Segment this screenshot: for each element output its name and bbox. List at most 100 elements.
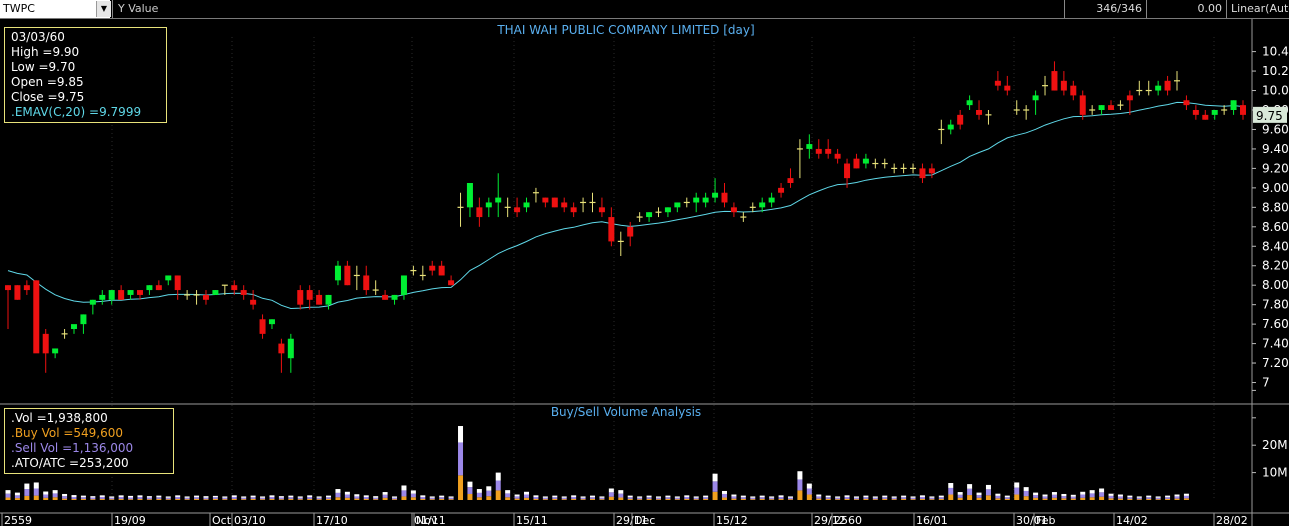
buy-volume-bar <box>33 495 39 500</box>
buy-volume-bar <box>99 498 105 500</box>
y-tick-label: 9.20 <box>1262 161 1289 175</box>
ato-volume-bar <box>24 483 30 490</box>
candle-body <box>542 197 549 203</box>
ato-volume-bar <box>552 495 558 498</box>
ato-volume-bar <box>363 495 369 497</box>
candle-body <box>1070 85 1077 96</box>
candle-body <box>721 192 728 203</box>
info-close: Close =9.75 <box>11 90 85 104</box>
buy-volume-bar <box>797 490 803 500</box>
ato-volume-bar <box>495 472 501 481</box>
buy-volume-bar <box>344 497 350 500</box>
ato-volume-bar <box>872 496 878 498</box>
buy-volume-bar <box>929 499 935 500</box>
ato-volume-bar <box>109 496 115 498</box>
buy-volume-bar <box>1136 499 1142 500</box>
sell-volume-bar <box>599 497 605 500</box>
buy-volume-bar <box>62 498 68 500</box>
sell-volume-bar <box>52 493 58 498</box>
x-tick-label: 30/01 <box>1016 514 1048 526</box>
x-tick-label: 15/12 <box>716 514 748 526</box>
buy-volume-bar <box>194 498 200 500</box>
x-tick-label: 19/09 <box>114 514 146 526</box>
sell-volume-bar <box>1183 495 1189 499</box>
sell-volume-bar <box>5 493 11 498</box>
ato-volume-bar <box>250 495 256 498</box>
ato-volume-bar <box>203 496 209 498</box>
candle-body <box>344 265 351 286</box>
sell-volume-bar <box>241 497 247 500</box>
sell-volume-bar <box>269 496 275 499</box>
x-tick-label: 16/01 <box>916 514 948 526</box>
y-tick-label: 9.00 <box>1262 181 1289 195</box>
buy-volume-bar <box>816 498 822 500</box>
buy-volume-bar <box>80 498 86 500</box>
buy-volume-bar <box>203 499 209 500</box>
sell-volume-bar <box>1099 492 1105 497</box>
info-ato-atc: .ATO/ATC =253,200 <box>11 456 129 470</box>
buy-volume-bar <box>1033 497 1039 500</box>
buy-volume-bar <box>1174 498 1180 500</box>
buy-volume-bar <box>137 498 143 500</box>
ato-volume-bar <box>1127 495 1133 498</box>
sell-volume-bar <box>401 490 407 497</box>
ato-volume-bar <box>863 495 869 498</box>
info-open: Open =9.85 <box>11 75 84 89</box>
buy-volume-bar <box>448 499 454 500</box>
buy-volume-bar <box>1183 498 1189 500</box>
sell-volume-bar <box>137 496 143 499</box>
sell-volume-bar <box>458 442 464 476</box>
ema-line <box>7 101 1244 310</box>
ato-volume-bar <box>891 496 897 498</box>
volume-chart-title: Buy/Sell Volume Analysis <box>550 405 702 419</box>
sell-volume-bar <box>505 493 511 498</box>
sell-volume-bar <box>853 497 859 500</box>
candle-body <box>825 148 832 154</box>
buy-volume-bar <box>43 497 49 500</box>
ato-volume-bar <box>146 496 152 498</box>
sell-volume-bar <box>1070 496 1076 499</box>
ato-volume-bar <box>1080 491 1086 495</box>
volume-y-tick-label: 20M <box>1262 438 1288 452</box>
y-tick-label: 10.20 <box>1262 64 1289 78</box>
candle-body <box>118 290 125 300</box>
info-date: 03/03/60 <box>11 30 65 44</box>
sell-volume-bar <box>1089 493 1095 498</box>
sell-volume-bar <box>778 496 784 499</box>
candle-body <box>99 294 106 300</box>
buy-volume-bar <box>184 499 190 500</box>
buy-volume-bar <box>1070 498 1076 500</box>
sell-volume-bar <box>863 497 869 499</box>
buy-volume-bar <box>458 475 464 500</box>
ato-volume-bar <box>43 491 49 495</box>
buy-volume-bar <box>505 497 511 500</box>
x-tick-label: 15/11 <box>516 514 548 526</box>
sell-volume-bar <box>608 492 614 497</box>
ato-volume-bar <box>326 495 332 498</box>
buy-volume-bar <box>825 498 831 500</box>
symbol-select[interactable]: TWPC ▼ <box>0 0 111 18</box>
sell-volume-bar <box>14 495 20 499</box>
candle-body <box>1108 105 1115 110</box>
buy-volume-bar <box>297 499 303 500</box>
sell-volume-bar <box>750 497 756 500</box>
buy-volume-bar <box>118 498 124 500</box>
buy-volume-bar <box>1108 498 1114 500</box>
candle-body <box>561 202 568 208</box>
ato-volume-bar <box>335 489 341 493</box>
chevron-down-icon[interactable]: ▼ <box>96 1 111 17</box>
buy-volume-bar <box>872 499 878 500</box>
scale-mode[interactable]: Linear(Auto <box>1226 0 1289 18</box>
buy-volume-bar <box>835 499 841 500</box>
sell-volume-bar <box>948 487 954 495</box>
sell-volume-bar <box>703 497 709 499</box>
buy-volume-bar <box>1014 494 1020 500</box>
sell-volume-bar <box>627 497 633 499</box>
buy-volume-bar <box>1165 498 1171 500</box>
ato-volume-bar <box>797 471 803 480</box>
ato-volume-bar <box>401 485 407 491</box>
sell-volume-bar <box>1165 497 1171 499</box>
buy-volume-bar <box>260 499 266 500</box>
candle-body <box>42 333 49 354</box>
